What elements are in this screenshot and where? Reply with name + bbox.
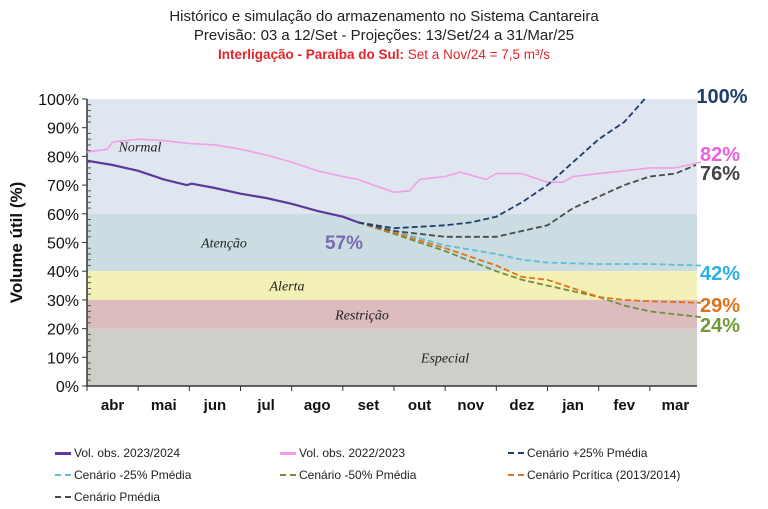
legend-label: Cenário -25% Pmédia [74,468,192,482]
x-tick-label: jul [256,397,275,414]
x-tick-label: mar [662,397,690,414]
y-tick-label: 80% [47,149,79,166]
y-tick-label: 10% [47,350,79,367]
note-bold: Interligação - Paraíba do Sul: [218,47,405,62]
x-tick-label: jan [561,397,584,414]
x-tick-label: dez [509,397,534,414]
y-tick-label: 90% [47,121,79,138]
note-rest: Set a Nov/24 = 7,5 m³/s [404,47,550,62]
legend-swatch [55,496,71,498]
y-tick-label: 100% [38,92,79,109]
series-line-5 [357,221,702,304]
x-tick-label: out [408,397,431,414]
legend-swatch [55,451,71,455]
band-alerta [87,271,697,300]
band-restrição [87,299,697,329]
annotation-label: 42% [700,263,740,285]
legend-swatch [508,474,524,476]
legend-item: Cenário Pmédia [55,490,160,504]
series-line-1 [86,138,702,194]
series-line-3 [357,221,702,267]
x-tick-label: set [358,397,380,414]
y-tick-label: 50% [47,236,79,253]
annotation-label: 82% [700,144,740,166]
x-tick-label: ago [304,397,331,414]
x-tick-label: fev [613,397,635,414]
legend-label: Vol. obs. 2023/2024 [74,446,181,460]
legend-swatch [280,451,296,455]
series-line-6 [357,164,697,238]
chart-subtitle: Previsão: 03 a 12/Set - Projeções: 13/Se… [193,27,575,44]
legend-label: Cenário Pcrítica (2013/2014) [527,468,681,482]
legend-label: Cenário Pmédia [74,490,161,504]
chart-note: Interligação - Paraíba do Sul: Set a Nov… [0,47,768,62]
band-label: Alerta [269,280,305,295]
legend-swatch [508,452,524,454]
band-normal [87,99,697,214]
band-label: Restrição [334,308,389,323]
band-label: Atenção [200,237,247,252]
x-tick-label: nov [457,397,484,414]
series-line-0 [86,159,359,224]
band-label: Normal [118,140,162,155]
y-tick-label: 60% [47,207,79,224]
band-especial [87,328,697,386]
legend-swatch [55,474,71,476]
legend-label: Cenário +25% Pmédia [527,446,648,460]
annotation-label: 100% [696,86,747,108]
y-tick-label: 30% [47,293,79,310]
y-tick-label: 40% [47,264,79,281]
legend-item: Vol. obs. 2022/2023 [280,446,405,460]
band-atenção [87,213,697,272]
annotation-label: 24% [700,315,740,337]
legend-item: Cenário -50% Pmédia [280,468,416,482]
legend-item: Cenário -25% Pmédia [55,468,191,482]
annotation-label: 29% [700,295,740,317]
legend-item: Cenário +25% Pmédia [508,446,647,460]
series-line-4 [357,221,702,318]
y-axis-label: Volume útil (%) [7,182,26,304]
annotation-label: 57% [325,233,363,254]
legend-label: Cenário -50% Pmédia [299,468,417,482]
legend-swatch [280,474,296,476]
x-tick-label: abr [101,397,125,414]
legend-item: Cenário Pcrítica (2013/2014) [508,468,680,482]
y-tick-label: 70% [47,178,79,195]
legend-label: Vol. obs. 2022/2023 [299,446,406,460]
x-tick-label: mai [151,397,177,414]
annotation-label: 76% [700,163,740,185]
legend-item: Vol. obs. 2023/2024 [55,446,180,460]
x-tick-label: jun [203,397,227,414]
y-tick-label: 20% [47,322,79,339]
y-tick-label: 0% [56,379,79,396]
band-label: Especial [420,351,469,366]
chart-title: Histórico e simulação do armazenamento n… [169,8,599,25]
